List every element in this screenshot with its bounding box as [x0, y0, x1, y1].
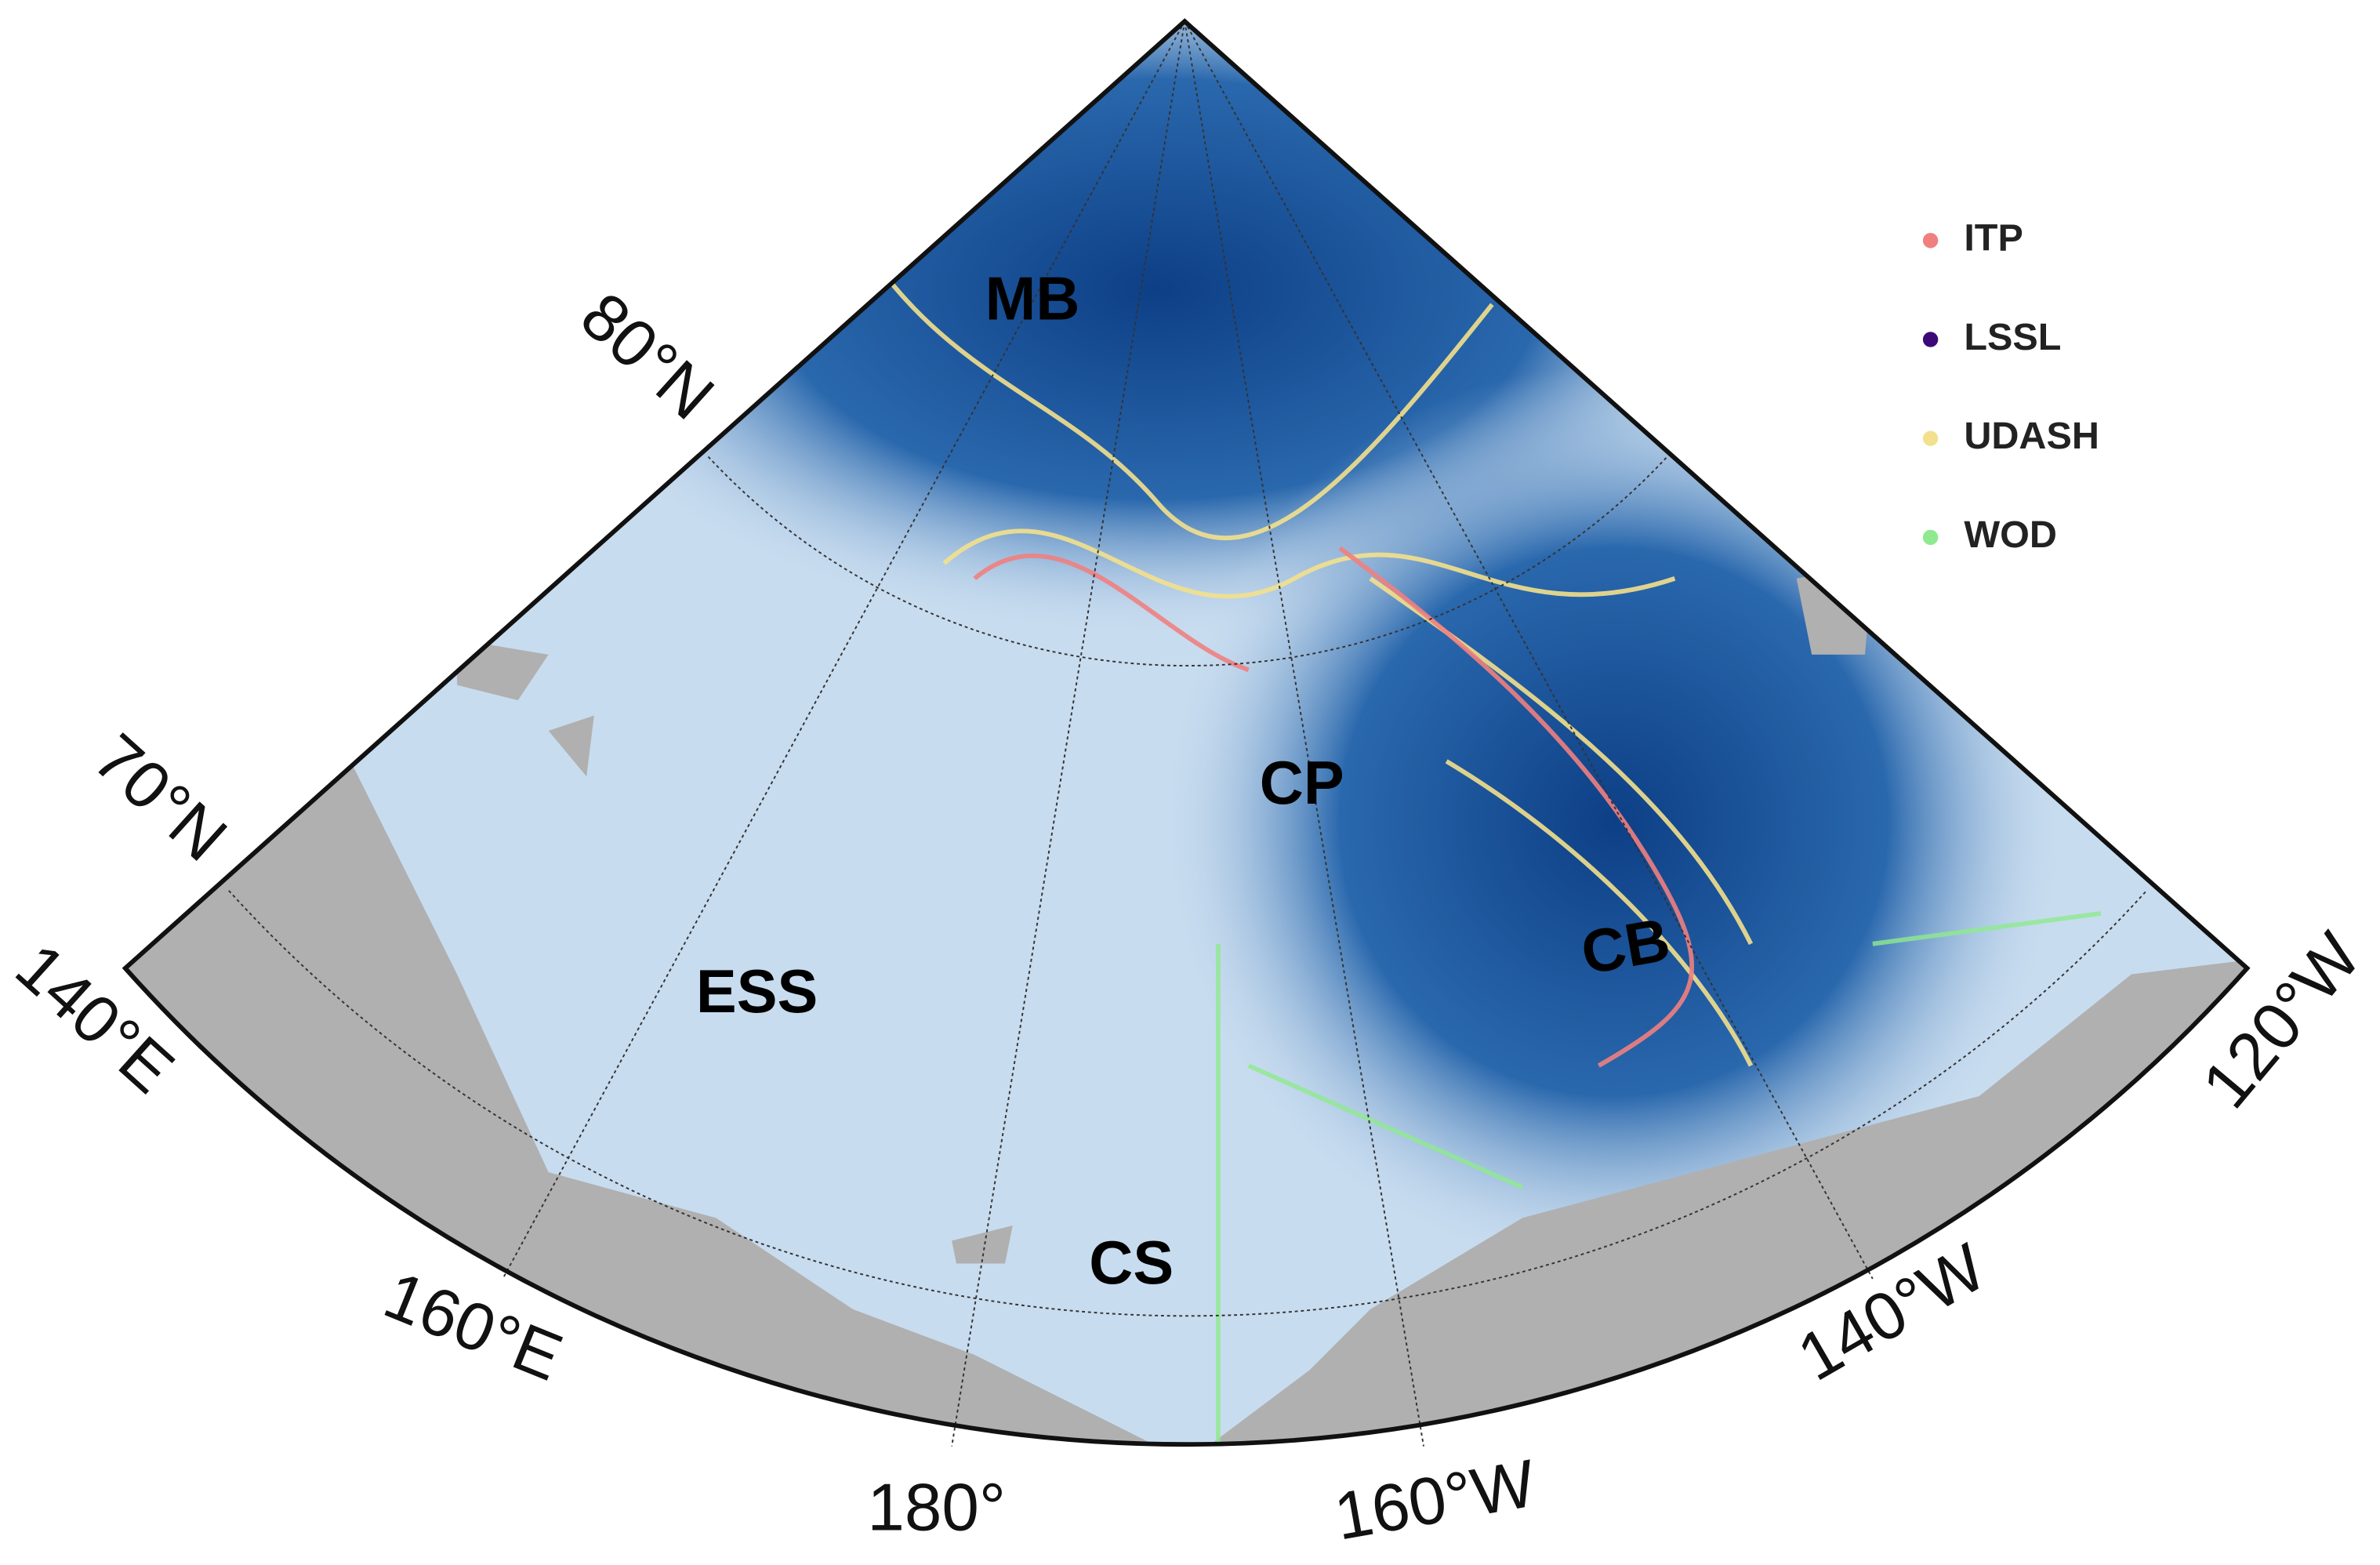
legend-marker	[1922, 529, 1939, 546]
graticule	[228, 20, 2148, 1447]
track-lines	[1216, 911, 2102, 1445]
legend-label: ITP	[1964, 217, 2023, 260]
region-label: MB	[985, 266, 1080, 333]
region-label: CB	[1576, 906, 1674, 987]
legend-label: LSSL	[1964, 316, 2061, 358]
map-frame	[122, 18, 2251, 1447]
legend-marker	[1922, 430, 1939, 446]
legend-marker	[1922, 332, 1939, 347]
region-label: CP	[1260, 750, 1344, 817]
latitude-label: 70°N	[79, 720, 240, 875]
longitude-label: 180°	[867, 1470, 1006, 1545]
region-label: CS	[1089, 1229, 1174, 1297]
legend-label: WOD	[1964, 514, 2057, 556]
track-lines	[973, 546, 1695, 1068]
legend-marker	[1922, 233, 1939, 249]
track-lines	[851, 227, 1754, 1067]
longitude-label: 160°W	[1330, 1446, 1541, 1554]
region-label: ESS	[696, 958, 818, 1026]
legend-label: UDASH	[1964, 415, 2099, 457]
latitude-label: 80°N	[567, 278, 727, 434]
